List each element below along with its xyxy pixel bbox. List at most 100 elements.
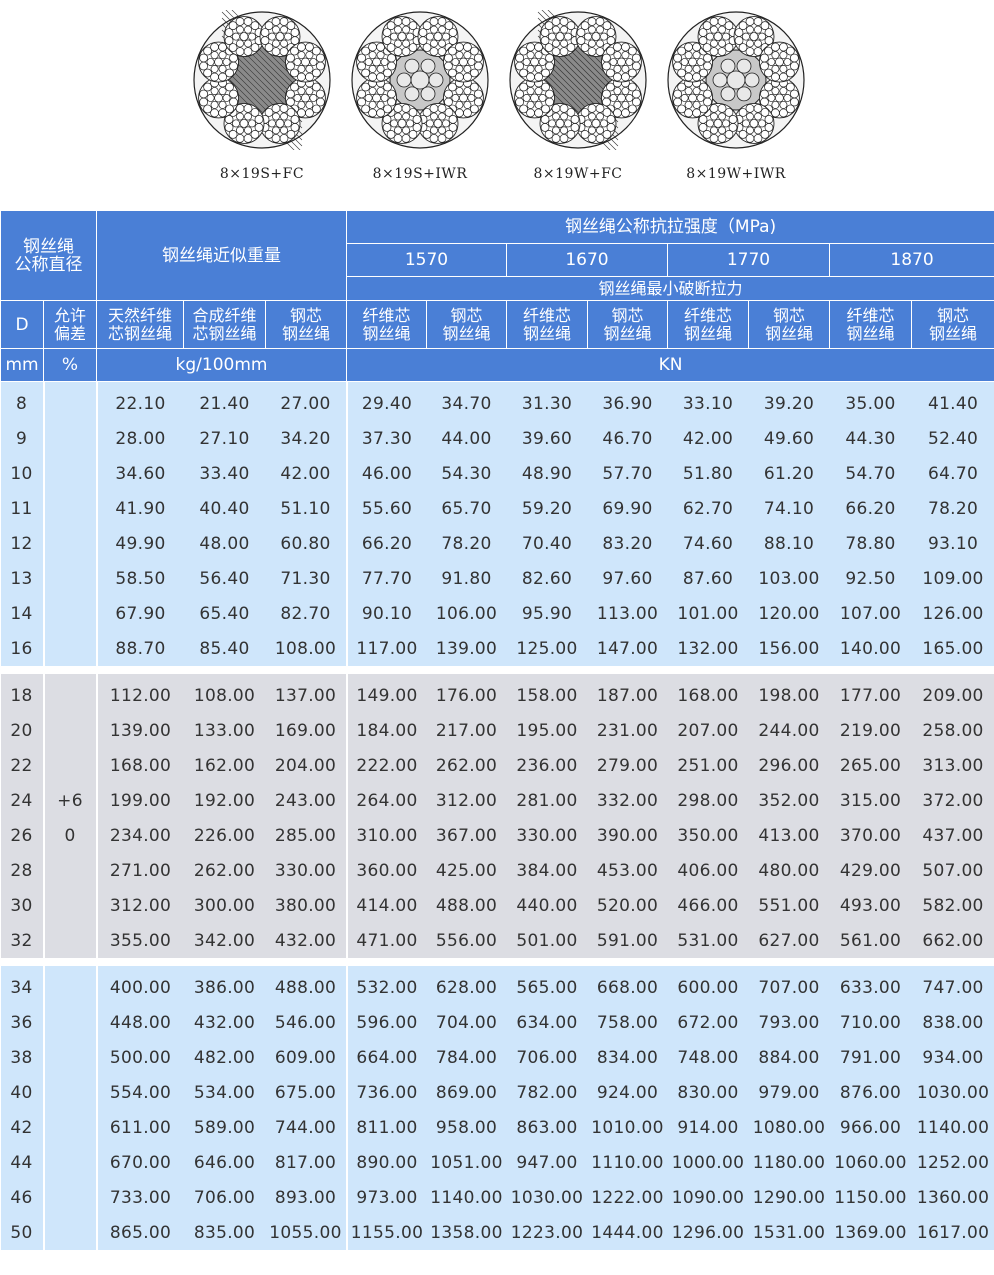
diameter-cell: 9 [0, 421, 44, 456]
weight-cell: 169.00 [265, 713, 347, 748]
force-cell: 109.00 [911, 561, 994, 596]
weight-cell: 312.00 [96, 888, 184, 923]
force-cell: 758.00 [587, 1005, 668, 1040]
table-row: 50 865.00 835.00 1055.00 1155.00 1358.00 1223.… [0, 1215, 994, 1250]
force-cell: 958.00 [426, 1110, 507, 1145]
force-cell: 596.00 [345, 1005, 427, 1040]
header-grade: 1570 [346, 243, 507, 277]
force-cell: 35.00 [829, 381, 912, 421]
weight-cell: 609.00 [265, 1040, 347, 1075]
weight-cell: 51.10 [265, 491, 347, 526]
header-steel-core: 钢芯 钢丝绳 [426, 300, 507, 349]
force-cell: 1030.00 [911, 1075, 994, 1110]
force-cell: 55.60 [345, 491, 427, 526]
force-cell: 54.70 [829, 456, 912, 491]
weight-cell: 133.00 [183, 713, 266, 748]
tolerance-cell [42, 381, 98, 421]
force-cell: 1252.00 [911, 1145, 994, 1180]
weight-cell: 448.00 [96, 1005, 184, 1040]
force-cell: 62.70 [667, 491, 749, 526]
force-cell: 1060.00 [829, 1145, 912, 1180]
table-row: 34 400.00 386.00 488.00 532.00 628.00 565.00 66… [0, 966, 994, 1005]
force-cell: 784.00 [426, 1040, 507, 1075]
table-row: 10 34.60 33.40 42.00 46.00 54.30 48.90 57.70 51.… [0, 456, 994, 491]
weight-cell: 285.00 [265, 818, 347, 853]
weight-cell: 192.00 [183, 783, 266, 818]
table-row: 38 500.00 482.00 609.00 664.00 784.00 706.00 83… [0, 1040, 994, 1075]
force-cell: 97.60 [587, 561, 668, 596]
header-diameter: 钢丝绳 公称直径 [0, 210, 97, 301]
tolerance-cell [42, 888, 98, 923]
table-row: 44 670.00 646.00 817.00 890.00 1051.00 947.00 1… [0, 1145, 994, 1180]
force-cell: 126.00 [911, 596, 994, 631]
force-cell: 914.00 [667, 1110, 749, 1145]
force-cell: 1150.00 [829, 1180, 912, 1215]
force-cell: 106.00 [426, 596, 507, 631]
tolerance-cell [42, 966, 98, 1005]
force-cell: 209.00 [911, 674, 994, 713]
force-cell: 315.00 [829, 783, 912, 818]
weight-cell: 733.00 [96, 1180, 184, 1215]
weight-cell: 534.00 [183, 1075, 266, 1110]
force-cell: 384.00 [506, 853, 588, 888]
weight-cell: 835.00 [183, 1215, 266, 1250]
force-cell: 736.00 [345, 1075, 427, 1110]
force-cell: 973.00 [345, 1180, 427, 1215]
weight-cell: 226.00 [183, 818, 266, 853]
separator-cell [0, 958, 994, 966]
force-cell: 65.70 [426, 491, 507, 526]
force-cell: 1155.00 [345, 1215, 427, 1250]
tolerance-cell: +6 [42, 783, 98, 818]
force-cell: 107.00 [829, 596, 912, 631]
force-cell: 707.00 [748, 966, 830, 1005]
weight-cell: 675.00 [265, 1075, 347, 1110]
diagram-caption: 8×19W+FC [533, 166, 623, 182]
force-cell: 453.00 [587, 853, 668, 888]
weight-cell: 706.00 [183, 1180, 266, 1215]
force-cell: 924.00 [587, 1075, 668, 1110]
table-row: 11 41.90 40.40 51.10 55.60 65.70 59.20 69.90 62.… [0, 491, 994, 526]
weight-cell: 22.10 [96, 381, 184, 421]
weight-cell: 204.00 [265, 748, 347, 783]
table-row: 30 312.00 300.00 380.00 414.00 488.00 440.00 52… [0, 888, 994, 923]
force-cell: 634.00 [506, 1005, 588, 1040]
weight-cell: 139.00 [96, 713, 184, 748]
force-cell: 406.00 [667, 853, 749, 888]
force-cell: 61.20 [748, 456, 830, 491]
force-cell: 82.60 [506, 561, 588, 596]
weight-cell: 546.00 [265, 1005, 347, 1040]
diameter-cell: 16 [0, 631, 44, 666]
weight-cell: 817.00 [265, 1145, 347, 1180]
weight-cell: 342.00 [183, 923, 266, 958]
force-cell: 44.00 [426, 421, 507, 456]
force-cell: 507.00 [911, 853, 994, 888]
force-cell: 217.00 [426, 713, 507, 748]
group-separator [0, 958, 994, 966]
force-cell: 480.00 [748, 853, 830, 888]
force-cell: 184.00 [345, 713, 427, 748]
force-cell: 31.30 [506, 381, 588, 421]
weight-cell: 34.60 [96, 456, 184, 491]
force-cell: 310.00 [345, 818, 427, 853]
force-cell: 48.90 [506, 456, 588, 491]
force-cell: 103.00 [748, 561, 830, 596]
header-fiber-core: 纤维芯 钢丝绳 [829, 300, 912, 349]
tolerance-cell [42, 1040, 98, 1075]
diameter-cell: 8 [0, 381, 44, 421]
table-row: 16 88.70 85.40 108.00 117.00 139.00 125.00 147.… [0, 631, 994, 666]
diagram-caption: 8×19W+IWR [686, 166, 786, 182]
weight-cell: 386.00 [183, 966, 266, 1005]
force-cell: 41.40 [911, 381, 994, 421]
header-steel-core: 钢芯 钢丝绳 [748, 300, 830, 349]
force-cell: 551.00 [748, 888, 830, 923]
weight-cell: 112.00 [96, 674, 184, 713]
force-cell: 219.00 [829, 713, 912, 748]
tolerance-cell [42, 1075, 98, 1110]
force-cell: 44.30 [829, 421, 912, 456]
force-cell: 57.70 [587, 456, 668, 491]
table-row: 42 611.00 589.00 744.00 811.00 958.00 863.00 10… [0, 1110, 994, 1145]
table-row: 24 +6 199.00 192.00 243.00 264.00 312.00 281.00… [0, 783, 994, 818]
force-cell: 876.00 [829, 1075, 912, 1110]
force-cell: 1222.00 [587, 1180, 668, 1215]
force-cell: 91.80 [426, 561, 507, 596]
